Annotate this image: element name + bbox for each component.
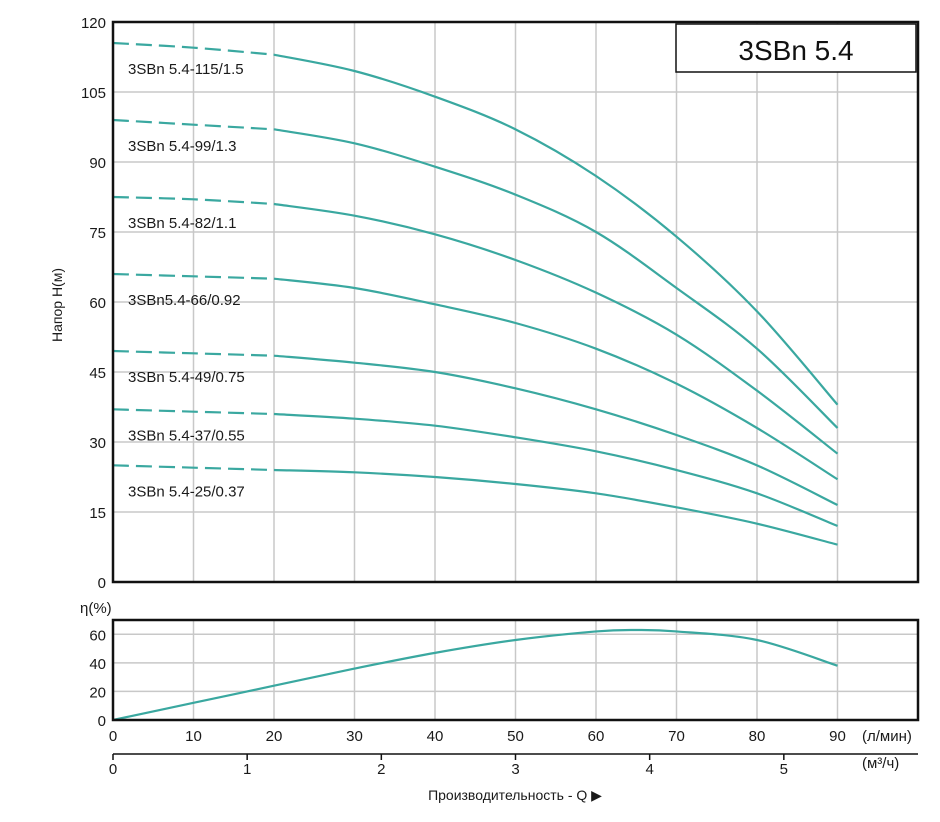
x-lmin-tick-label: 90 — [829, 728, 846, 745]
head-series-label: 3SBn 5.4-82/1.1 — [128, 215, 236, 232]
x-lmin-tick-label: 0 — [109, 728, 117, 745]
eff-curve — [112, 628, 838, 722]
head-y-tick-label: 90 — [89, 155, 106, 172]
x-lmin-tick-label: 10 — [185, 728, 202, 745]
head-curve-solid — [273, 412, 838, 528]
head-series-label: 3SBn 5.4-37/0.55 — [128, 427, 245, 444]
x-lmin-tick-label: 50 — [507, 728, 524, 745]
head-series-label: 3SBn 5.4-49/0.75 — [128, 369, 245, 386]
eff-chart-grid — [113, 620, 918, 720]
x-m3h-tick-label: 1 — [243, 761, 251, 778]
eff-y-tick-label: 20 — [89, 684, 106, 701]
eff-y-ticks: 0 20 40 60 — [89, 627, 106, 730]
head-curve-dashed — [112, 118, 275, 131]
head-y-tick-label: 30 — [89, 435, 106, 452]
head-y-tick-label: 15 — [89, 505, 106, 522]
x-m3h-tick-label: 4 — [645, 761, 653, 778]
head-curve-solid — [273, 53, 839, 406]
x-axis-lmin: 0 10 20 30 40 50 60 70 80 90 — [109, 728, 846, 745]
x-axis-m3h: 0 1 2 3 4 5 — [109, 754, 788, 778]
head-curve-dashed — [112, 464, 275, 472]
head-curve-solid — [273, 468, 838, 546]
head-curve-dashed — [112, 195, 275, 206]
head-y-tick-label: 120 — [81, 15, 106, 32]
head-curve-solid — [273, 354, 838, 506]
x-lmin-tick-label: 40 — [427, 728, 444, 745]
title-box — [675, 23, 917, 73]
eff-y-tick-label: 0 — [98, 713, 106, 730]
head-y-tick-label: 45 — [89, 365, 106, 382]
x-lmin-tick-label: 60 — [588, 728, 605, 745]
head-curve-dashed — [112, 272, 275, 280]
head-series-label: 3SBn5.4-66/0.92 — [128, 292, 241, 309]
head-y-tick-label: 105 — [81, 85, 106, 102]
x-axis-m3h-unit: (м³/ч) — [862, 755, 899, 772]
x-m3h-tick-label: 2 — [377, 761, 385, 778]
x-axis-lmin-unit: (л/мин) — [862, 728, 912, 745]
eff-y-axis-label: η(%) — [80, 600, 112, 617]
head-chart-frame — [111, 20, 920, 584]
head-series-label: 3SBn 5.4-99/1.3 — [128, 138, 236, 155]
head-curve-solid — [273, 202, 839, 455]
head-series-label: 3SBn 5.4-25/0.37 — [128, 483, 245, 500]
head-chart-grid — [113, 22, 918, 582]
x-lmin-tick-label: 20 — [266, 728, 283, 745]
eff-chart-frame — [111, 618, 920, 722]
head-y-tick-label: 60 — [89, 295, 106, 312]
head-curve-dashed — [112, 349, 275, 357]
x-m3h-tick-label: 0 — [109, 761, 117, 778]
head-y-tick-label: 75 — [89, 225, 106, 242]
head-series-labels: 3SBn 5.4-115/1.5 3SBn 5.4-99/1.3 3SBn 5.4-… — [128, 61, 245, 500]
x-axis-title: Производительность - Q ▶ — [428, 787, 602, 803]
head-curve-dashed — [112, 41, 275, 56]
head-y-tick-label: 0 — [98, 575, 106, 592]
head-y-axis-label: Напор H(м) — [49, 268, 65, 342]
head-curve-solid — [273, 128, 839, 429]
x-lmin-tick-label: 30 — [346, 728, 363, 745]
x-m3h-tick-label: 3 — [511, 761, 519, 778]
head-curve-dashed — [112, 408, 275, 416]
chart-title: 3SBn 5.4 — [738, 35, 853, 66]
eff-y-tick-label: 40 — [89, 656, 106, 673]
head-curves — [112, 41, 839, 546]
eff-y-tick-label: 60 — [89, 627, 106, 644]
head-y-ticks: 0 15 30 45 60 75 90 105 120 — [81, 15, 106, 592]
head-curve-solid — [273, 277, 839, 481]
x-lmin-tick-label: 70 — [668, 728, 685, 745]
head-series-label: 3SBn 5.4-115/1.5 — [128, 61, 244, 78]
x-lmin-tick-label: 80 — [749, 728, 766, 745]
eff-curve-line — [112, 628, 838, 722]
x-m3h-tick-label: 5 — [780, 761, 788, 778]
